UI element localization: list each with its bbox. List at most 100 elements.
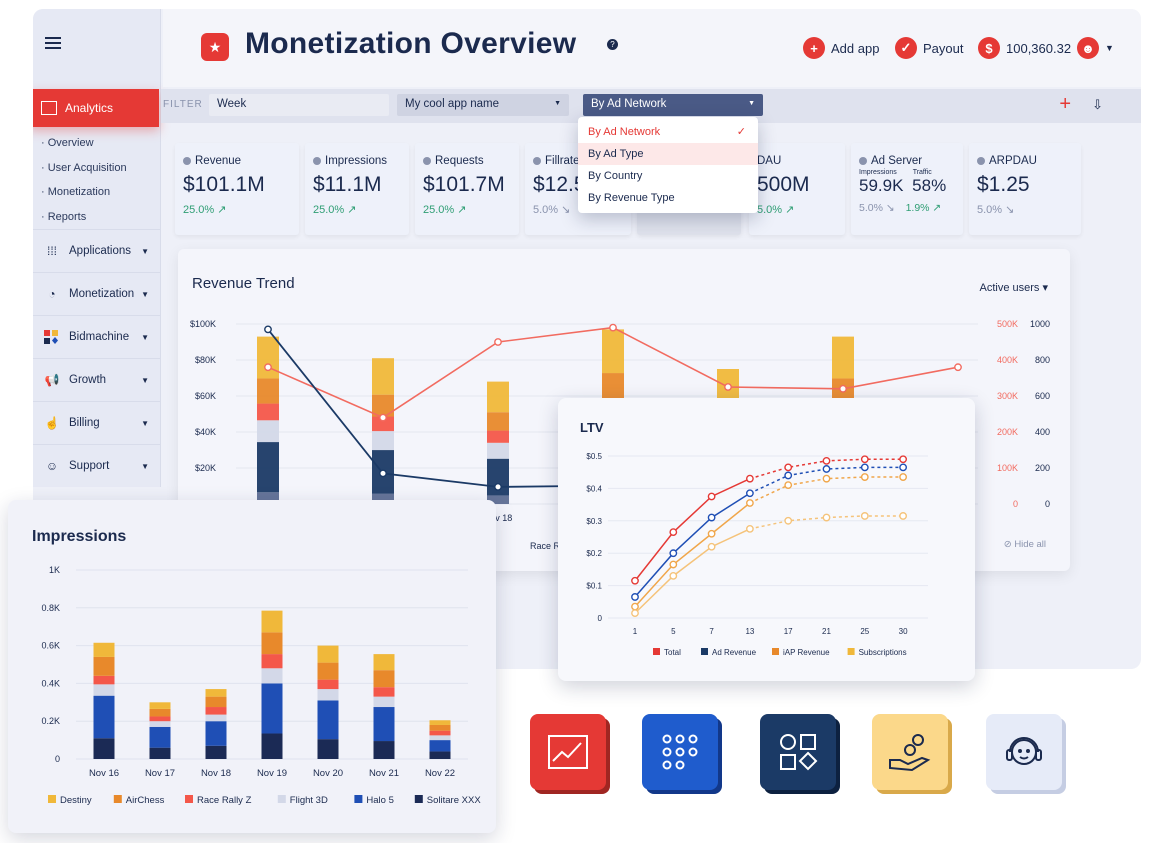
help-icon[interactable]: ? [607,39,618,50]
apps-tile-icon[interactable] [642,714,718,790]
bar-segment [205,689,227,697]
group-select[interactable]: By Ad Network ▼ [583,94,763,116]
subnav-user-acquisition[interactable]: · User Acquisition [41,161,127,174]
y-tick-label: $0.5 [586,452,602,461]
bar-segment [257,420,279,443]
payout-button[interactable]: ✓ Payout [895,37,963,59]
sidebar-item-label: Support [69,460,110,472]
bar-segment [373,687,395,697]
option-by-country[interactable]: By Country [588,170,643,182]
menu-icon[interactable] [45,37,61,49]
add-filter-icon[interactable]: + [1059,93,1071,115]
data-point [784,463,793,472]
series-line-dashed [749,476,904,504]
info-icon [533,157,541,165]
kpi-value: $101.7M [423,173,505,196]
y3-tick-label: 400 [1035,427,1050,437]
ltv-card: LTV 0 $0.1 $0.2 $0.3 $0.4 $0.5 1 5 7 13 17 21 25 30 To… [558,398,975,681]
page-title: Monetization Overview [245,27,577,60]
x-tick-label: Nov 21 [369,768,399,779]
kpi-dau[interactable]: DAU 500M 5.0% ↗ [749,143,845,235]
legend-swatch [653,648,660,655]
pie-icon: ◔ [48,287,56,301]
bar-segment [93,675,115,685]
bar-segment [372,493,394,504]
data-point [784,481,793,490]
kpi-ad-server[interactable]: Ad Server Impressions Traffic 59.9K 58% … [851,143,963,235]
legend-swatch [113,795,122,803]
subnav-reports[interactable]: · Reports [41,210,87,223]
x-tick-label: Nov 19 [257,768,287,779]
sidebar-item-growth[interactable]: 📢 Growth ▼ [33,358,161,401]
kpi-sublabel: Impressions [859,169,897,176]
bar-segment [372,394,394,417]
hide-all-toggle[interactable]: ⊘ Hide all [1003,539,1046,550]
coins-tile-icon[interactable] [872,714,948,790]
legend-label: AirChess [126,795,165,806]
data-point [745,489,754,498]
option-by-ad-network[interactable]: By Ad Network ✓ [588,126,746,138]
bar-segment [205,696,227,708]
option-by-revenue-type[interactable]: By Revenue Type [588,192,675,204]
bar-segment [257,492,279,504]
sidebar-item-label: Applications [69,245,132,257]
x-tick-label: Nov 18 [201,768,231,779]
kpi-arpdau[interactable]: ARPDAU $1.25 5.0% ↘ [969,143,1081,235]
support-tile-icon[interactable] [986,714,1062,790]
sidebar-item-monetization[interactable]: ◔ Monetization ▼ [33,272,161,315]
analytics-subnav: · Overview · User Acquisition · Monetiza… [41,137,127,235]
bar-segment [317,739,339,759]
bar-segment [487,412,509,431]
app-select[interactable]: My cool app name ▼ [397,94,569,116]
shapes-tile-icon[interactable] [760,714,836,790]
subnav-overview[interactable]: · Overview [41,137,94,149]
data-point [954,363,962,372]
kpi-value: $12.5 [533,173,586,196]
kpi-revenue[interactable]: Revenue $101.1M 25.0% ↗ [175,143,299,235]
option-by-ad-type[interactable]: By Ad Type [578,143,758,165]
kpi-value: 59.9K [859,176,904,195]
y2-tick-label: 300K [997,391,1018,401]
balance-display[interactable]: $ 100,360.32 [978,37,1071,59]
kpi-value: $1.25 [977,173,1030,196]
sidebar-item-support[interactable]: ☺ Support ▼ [33,444,161,487]
bar-segment [487,430,509,443]
sidebar-item-applications[interactable]: ⁞⁞⁞ Applications ▼ [33,229,161,272]
user-menu[interactable]: ☻ ▼ [1077,37,1114,59]
period-select[interactable]: Week [209,94,389,116]
sidebar-item-analytics[interactable]: Analytics [33,89,159,127]
kpi-change: 25.0% ↗ [313,204,357,216]
legend-swatch [277,795,286,803]
kpi-label: Requests [435,155,484,167]
bar-segment [429,751,451,759]
data-point [822,456,831,465]
sidebar-item-bidmachine[interactable]: Bidmachine ▼ [33,315,161,358]
legend-swatch [48,795,56,803]
kpi-change: 5.0% ↘ [977,204,1015,216]
y2-tick-label: 0 [1013,499,1018,509]
y-tick-label: $80K [195,355,216,365]
chevron-down-icon: ▼ [141,332,149,342]
sidebar-item-billing[interactable]: ☝ Billing ▼ [33,401,161,444]
kpi-impressions[interactable]: Impressions $11.1M 25.0% ↗ [305,143,409,235]
x-tick-label: 1 [633,627,638,636]
active-users-select[interactable]: Active users ▾ [979,282,1049,294]
top-header: ★ Monetization Overview ? + Add app ✓ Pa… [163,9,1141,87]
data-point [669,560,678,569]
data-point [669,549,678,558]
payout-label: Payout [923,40,964,56]
bar-segment [149,716,171,722]
add-app-button[interactable]: + Add app [803,37,879,59]
chart-tile-icon[interactable] [530,714,606,790]
bar-segment [429,730,451,736]
export-csv-icon[interactable]: ⇩ [1092,97,1103,112]
subnav-monetization[interactable]: · Monetization [41,186,111,198]
x-tick-label: 5 [671,627,676,636]
y2-tick-label: 500K [997,319,1018,329]
data-point [899,463,907,472]
x-tick-label: 17 [784,627,793,636]
sidebar-item-label: Growth [69,374,107,386]
group-value: By Ad Network [591,98,667,110]
kpi-requests[interactable]: Requests $101.7M 25.0% ↗ [415,143,519,235]
x-tick-label: 7 [709,627,714,636]
